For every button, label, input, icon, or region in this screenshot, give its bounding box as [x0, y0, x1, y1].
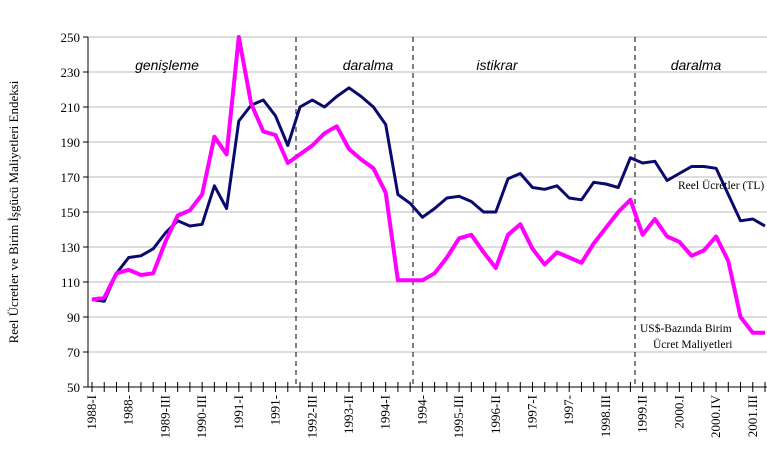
x-tick-label: 1994- [414, 395, 429, 425]
x-tick-label: 1992-III [304, 395, 319, 438]
x-tick-label: 1996-II [488, 395, 503, 434]
y-axis-title: Reel Ücretler ve Birim İşgücü Maliyetler… [6, 80, 21, 343]
x-tick-label: 1988-I [84, 395, 99, 430]
x-tick-label: 1991- [268, 395, 283, 425]
y-tick-label: 90 [67, 310, 80, 325]
series-annotation: Reel Ücretler (TL) [678, 178, 764, 192]
series-annotation: Ücret Maliyetleri [653, 337, 733, 351]
y-tick-label: 230 [61, 65, 81, 80]
x-tick-label: 1998.III [598, 395, 613, 437]
x-tick-label: 2000.I [671, 395, 686, 429]
y-tick-label: 110 [61, 275, 80, 290]
x-tick-label: 1993-II [341, 395, 356, 434]
x-tick-label: 1991-I [231, 395, 246, 430]
period-label: genişleme [135, 57, 199, 73]
y-tick-label: 130 [61, 240, 81, 255]
series-annotation: US$-Bazında Birim [640, 322, 732, 335]
y-tick-label: 170 [61, 170, 81, 185]
y-tick-label: 50 [67, 380, 80, 395]
x-tick-label: 2001.III [745, 395, 760, 437]
x-tick-label: 1999.II [635, 395, 650, 433]
y-tick-label: 150 [61, 205, 81, 220]
y-tick-label: 250 [61, 30, 81, 45]
x-tick-label: 1997- [561, 395, 576, 425]
period-label: istikrar [476, 57, 519, 73]
x-tick-label: 1994-I [378, 395, 393, 430]
x-tick-label: 1989-III [157, 395, 172, 438]
x-tick-label: 1988- [121, 395, 136, 425]
series-line [91, 35, 765, 335]
x-tick-label: 1990-III [194, 395, 209, 438]
series-line [91, 86, 766, 303]
x-tick-label: 2000.IV [708, 394, 723, 438]
y-tick-label: 70 [67, 345, 80, 360]
x-tick-label: 1997-I [525, 395, 540, 430]
y-tick-label: 210 [61, 100, 81, 115]
period-label: daralma [343, 57, 394, 73]
period-label: daralma [671, 57, 722, 73]
y-tick-label: 190 [61, 135, 81, 150]
x-tick-label: 1995-III [451, 395, 466, 438]
